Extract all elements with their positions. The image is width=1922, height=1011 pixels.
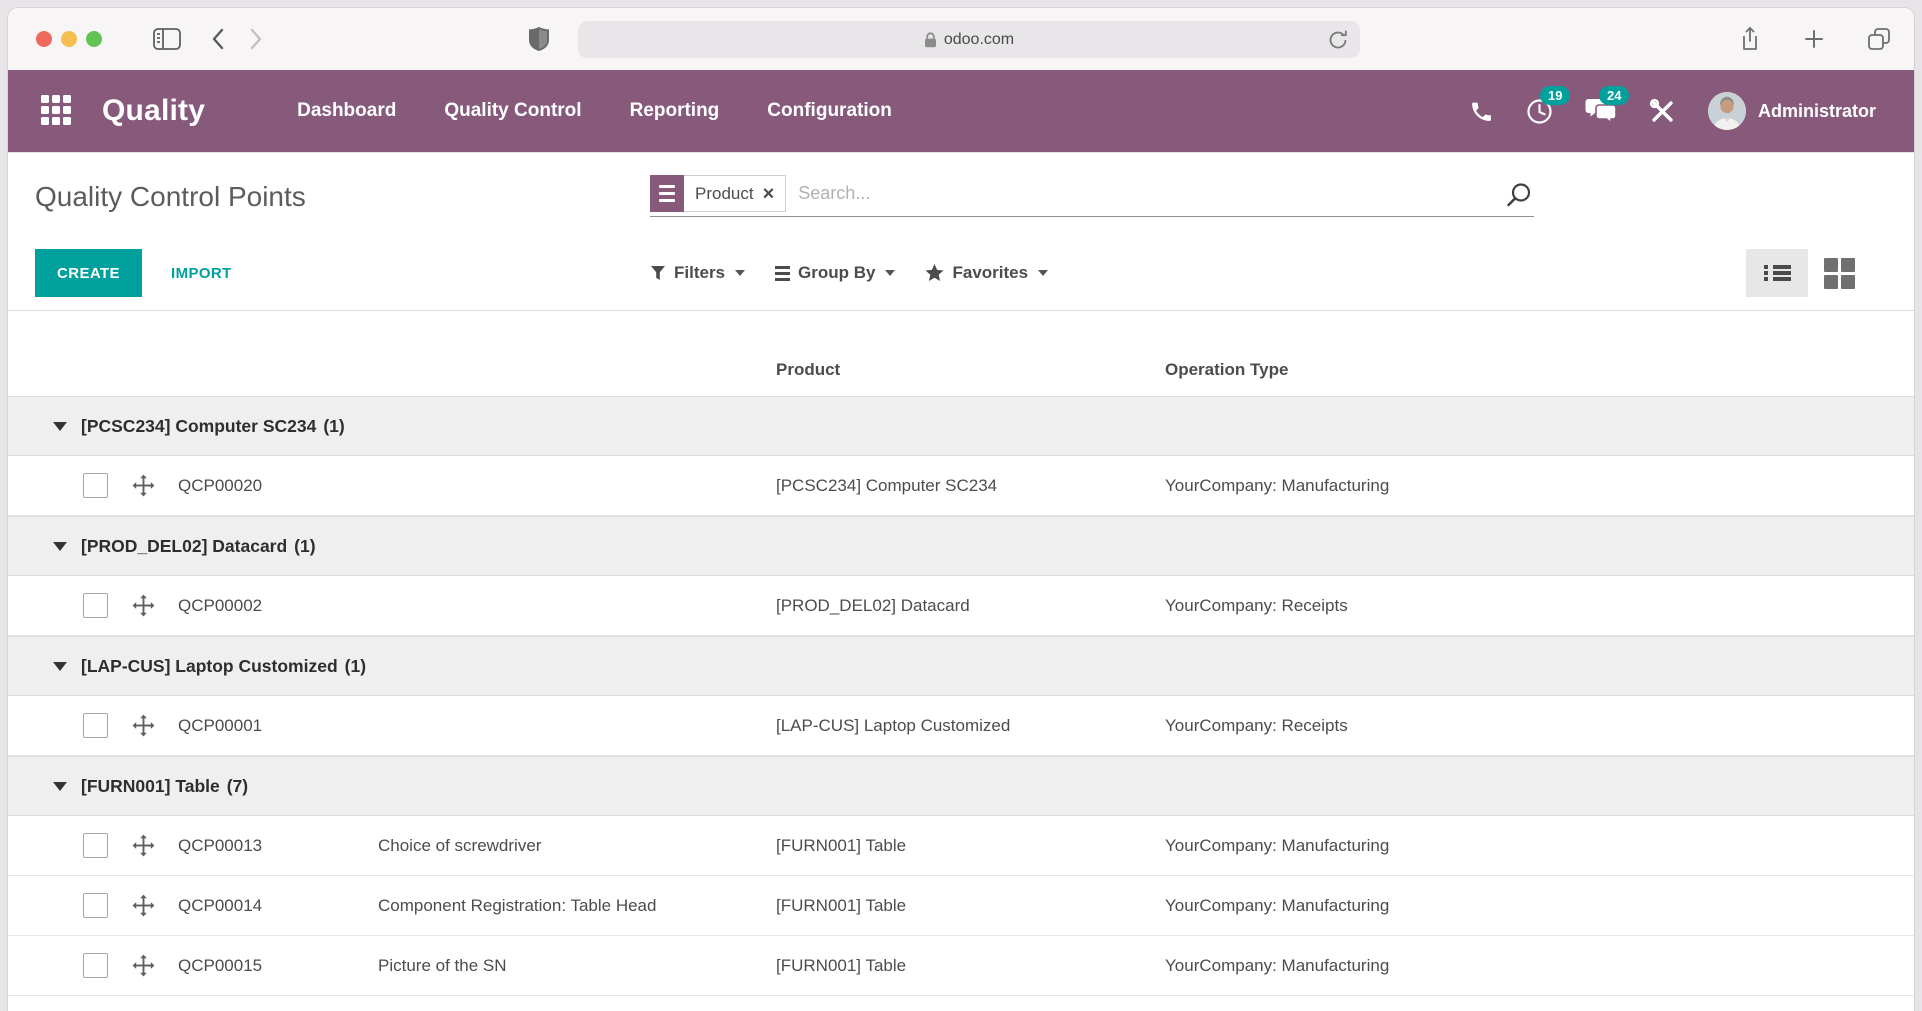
browser-window: odoo.com — [8, 8, 1914, 1011]
voip-phone-icon[interactable] — [1469, 99, 1494, 124]
drag-handle-icon[interactable] — [118, 953, 168, 978]
drag-handle-icon[interactable] — [118, 713, 168, 738]
avatar — [1707, 92, 1746, 130]
group-header[interactable]: [PROD_DEL02] Datacard (1) — [8, 516, 1914, 576]
search-input[interactable] — [786, 175, 1504, 204]
group-count: (1) — [344, 655, 367, 676]
url-text: odoo.com — [943, 30, 1015, 48]
close-window-button[interactable] — [36, 31, 52, 47]
drag-handle-icon[interactable] — [118, 833, 168, 858]
window-controls — [36, 31, 111, 47]
forward-icon[interactable] — [249, 27, 263, 51]
messages-count-badge: 24 — [1598, 85, 1630, 105]
create-button[interactable]: CREATE — [35, 249, 142, 297]
list-view-button[interactable] — [1746, 249, 1808, 297]
group-expand-icon[interactable] — [53, 421, 67, 431]
menu-quality-control[interactable]: Quality Control — [444, 100, 582, 121]
share-icon[interactable] — [1738, 25, 1762, 53]
chevron-down-icon — [1038, 270, 1049, 276]
list-view-icon — [1763, 263, 1791, 283]
chevron-down-icon — [735, 270, 746, 276]
drag-handle-icon[interactable] — [118, 893, 168, 918]
column-header-operation-type[interactable]: Operation Type — [1165, 360, 1289, 379]
column-header-product[interactable]: Product — [776, 360, 841, 379]
address-bar[interactable]: odoo.com — [578, 21, 1360, 58]
page-title: Quality Control Points — [35, 181, 306, 212]
activities-clock-icon[interactable]: 19 — [1526, 85, 1571, 125]
favorites-dropdown[interactable]: Favorites — [925, 263, 1049, 283]
zoom-window-button[interactable] — [86, 31, 102, 47]
odoo-navbar: Quality Dashboard Quality Control Report… — [8, 70, 1914, 152]
kanban-view-button[interactable] — [1808, 249, 1870, 297]
table-row[interactable]: QCP00014 Component Registration: Table H… — [8, 876, 1914, 936]
app-title[interactable]: Quality — [102, 94, 206, 127]
tab-overview-icon[interactable] — [1866, 26, 1892, 52]
control-panel: Quality Control Points Product × — [8, 152, 1914, 310]
menu-configuration[interactable]: Configuration — [767, 100, 892, 121]
row-checkbox[interactable] — [83, 473, 108, 498]
group-by-icon — [775, 265, 791, 281]
row-checkbox[interactable] — [83, 713, 108, 738]
drag-handle-icon[interactable] — [118, 593, 168, 618]
table-row[interactable]: QCP00001 [LAP-CUS] Laptop Customized You… — [8, 696, 1914, 756]
search-facet-product[interactable]: Product × — [650, 175, 787, 212]
drag-handle-icon[interactable] — [118, 473, 168, 498]
group-by-dropdown[interactable]: Group By — [775, 263, 896, 283]
view-switcher — [1746, 249, 1870, 297]
lock-icon — [924, 31, 936, 47]
new-tab-icon[interactable] — [1802, 27, 1826, 51]
table-row[interactable]: QCP00015 Picture of the SN [FURN001] Tab… — [8, 936, 1914, 996]
activities-count-badge: 19 — [1539, 85, 1571, 105]
facet-label: Product — [695, 183, 754, 203]
menu-dashboard[interactable]: Dashboard — [297, 100, 397, 121]
filters-dropdown[interactable]: Filters — [650, 263, 746, 283]
group-header[interactable]: [LAP-CUS] Laptop Customized (1) — [8, 636, 1914, 696]
group-expand-icon[interactable] — [53, 661, 67, 671]
table-row[interactable]: QCP00020 [PCSC234] Computer SC234 YourCo… — [8, 456, 1914, 516]
user-menu[interactable]: Administrator — [1707, 92, 1876, 130]
user-name: Administrator — [1757, 100, 1876, 121]
search-bar[interactable]: Product × — [650, 175, 1534, 217]
developer-tools-icon[interactable] — [1649, 98, 1676, 125]
facet-remove-icon[interactable]: × — [762, 182, 775, 205]
row-checkbox[interactable] — [83, 833, 108, 858]
star-icon — [925, 264, 944, 281]
minimize-window-button[interactable] — [61, 31, 77, 47]
group-count: (1) — [323, 415, 345, 436]
group-expand-icon[interactable] — [53, 541, 67, 551]
group-count: (1) — [294, 535, 316, 556]
group-expand-icon[interactable] — [53, 781, 67, 791]
group-header[interactable]: [FURN001] Table (7) — [8, 756, 1914, 816]
sidebar-toggle-icon[interactable] — [153, 27, 181, 51]
list-header-row: Product Operation Type — [8, 310, 1914, 396]
kanban-view-icon — [1823, 257, 1855, 289]
import-button[interactable]: IMPORT — [171, 249, 232, 297]
quality-points-list: Product Operation Type [PCSC234] Compute… — [8, 310, 1914, 996]
group-header[interactable]: [PCSC234] Computer SC234 (1) — [8, 396, 1914, 456]
group-by-facet-icon — [650, 175, 684, 212]
group-count: (7) — [226, 775, 249, 796]
apps-menu-icon[interactable] — [38, 94, 74, 128]
table-row[interactable]: QCP00013 Choice of screwdriver [FURN001]… — [8, 816, 1914, 876]
row-checkbox[interactable] — [83, 893, 108, 918]
reload-icon[interactable] — [1327, 28, 1349, 52]
privacy-shield-icon[interactable] — [528, 26, 550, 57]
menu-reporting[interactable]: Reporting — [629, 100, 720, 121]
table-row[interactable]: QCP00002 [PROD_DEL02] Datacard YourCompa… — [8, 576, 1914, 636]
filter-funnel-icon — [651, 266, 665, 280]
row-checkbox[interactable] — [83, 953, 108, 978]
search-options: Filters Group By Favorites — [650, 249, 1049, 297]
main-menus: Dashboard Quality Control Reporting Conf… — [297, 100, 892, 122]
search-icon[interactable] — [1504, 180, 1534, 213]
row-checkbox[interactable] — [83, 593, 108, 618]
browser-toolbar: odoo.com — [8, 8, 1914, 70]
chevron-down-icon — [885, 270, 896, 276]
back-icon[interactable] — [211, 27, 225, 51]
messages-chat-icon[interactable]: 24 — [1585, 85, 1630, 125]
